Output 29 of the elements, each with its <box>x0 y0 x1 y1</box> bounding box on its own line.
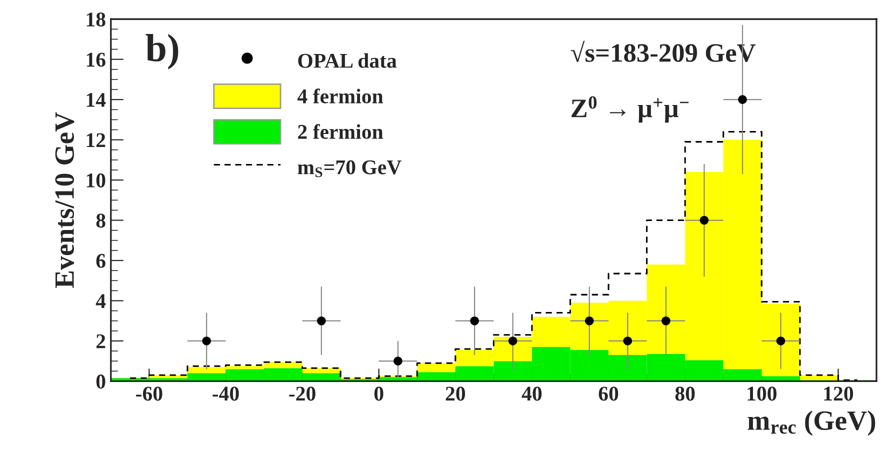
x-tick-label: 100 <box>748 386 776 401</box>
y-tick-label: 0 <box>96 374 106 389</box>
y-tick-label: 4 <box>96 294 106 308</box>
y-tick-label: 14 <box>86 93 106 107</box>
x-tick-label: 40 <box>522 386 542 401</box>
x-axis-title: m$_{rec}$ (GeV) <box>748 410 876 436</box>
x-tick-label: 60 <box>598 386 618 401</box>
annotation: Z$^{0}$ → μ$^{+}$μ$^{−}$ <box>572 96 689 123</box>
y-tick-label: 8 <box>96 214 106 228</box>
legend-label: 2 fermion <box>298 124 384 139</box>
legend-label: OPAL data <box>298 53 397 68</box>
y-tick-label: 2 <box>96 334 106 348</box>
x-tick-label: -20 <box>289 386 316 401</box>
annotation: b) <box>146 34 178 70</box>
x-tick-label: -60 <box>136 386 162 401</box>
y-tick-label: 6 <box>96 254 106 268</box>
y-tick-label: 10 <box>86 173 106 188</box>
x-tick-label: 0 <box>374 386 384 401</box>
x-tick-label: 20 <box>446 386 466 401</box>
y-axis-title: Events/10 GeV <box>55 112 74 288</box>
annotation: √s=183-209 GeV <box>570 40 756 62</box>
x-tick-label: -40 <box>212 386 239 401</box>
legend-label: 4 fermion <box>297 88 384 104</box>
y-tick-label: 12 <box>86 133 106 148</box>
y-tick-label: 18 <box>86 12 106 27</box>
y-tick-label: 16 <box>86 52 106 67</box>
x-tick-label: 80 <box>675 386 695 401</box>
x-tick-label: 120 <box>824 386 854 401</box>
legend-label: m$_{S}$=70 GeV <box>298 160 402 178</box>
